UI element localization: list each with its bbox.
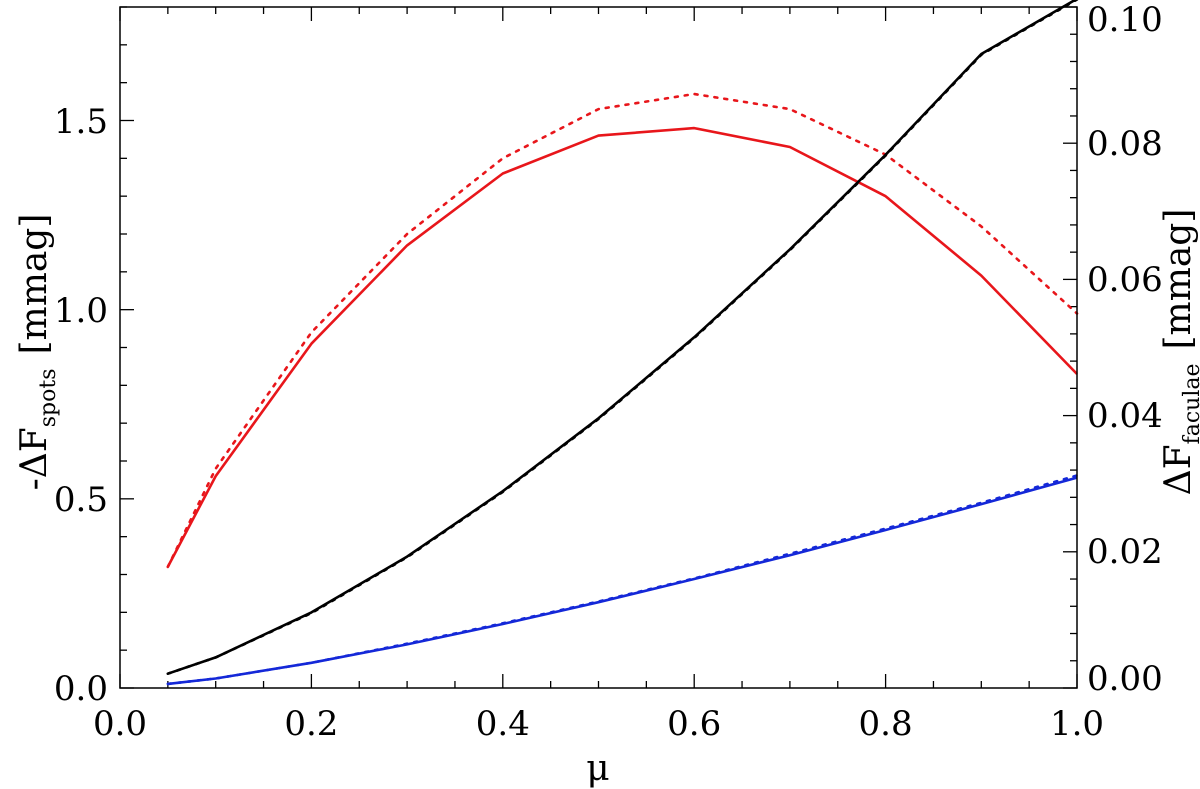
- y-left-axis-title-main: -ΔF: [14, 427, 55, 490]
- y-right-axis-title-main: ΔF: [1158, 444, 1199, 495]
- x-tick-label: 0.4: [476, 704, 530, 744]
- y-right-tick-labels: 0.00 0.02 0.04 0.06 0.08 0.10: [1087, 0, 1163, 699]
- y-right-tick-label: 0.04: [1087, 396, 1163, 436]
- y-left-axis-title-unit: [mmag]: [14, 214, 55, 355]
- y-left-tick-label: 1.0: [54, 291, 108, 331]
- series-line-5-dotted: [166, 474, 1079, 686]
- y-left-tick-label: 0.5: [54, 480, 108, 520]
- x-tick-label: 0.6: [667, 704, 721, 744]
- series-line-1-dotted: [166, 92, 1079, 569]
- series-line-3-dotted: [166, 0, 1079, 676]
- series-line-0-solid: [166, 126, 1078, 568]
- y-right-tick-label: 0.10: [1087, 0, 1163, 40]
- y-right-tick-label: 0.02: [1087, 532, 1163, 572]
- series-layer: [166, 0, 1079, 686]
- x-tick-labels: 0.0 0.2 0.4 0.6 0.8 1.0: [93, 704, 1104, 744]
- y-right-axis-title: ΔFfaculae [mmag]: [1158, 209, 1200, 496]
- y-left-tick-label: 1.5: [54, 102, 108, 142]
- x-tick-label: 1.0: [1050, 704, 1104, 744]
- y-left-axis-title: -ΔFspots [mmag]: [14, 214, 61, 491]
- x-tick-label: 0.2: [284, 704, 338, 744]
- y-right-tick-label: 0.08: [1087, 124, 1163, 164]
- y-right-tick-label: 0.00: [1087, 659, 1163, 699]
- series-line-2-solid: [167, 0, 1078, 675]
- y-left-tick-label: 0.0: [54, 669, 108, 709]
- y-right-axis-title-unit: [mmag]: [1158, 209, 1199, 350]
- plot-frame: [119, 6, 1078, 689]
- series-line-4-solid: [167, 476, 1078, 686]
- y-right-tick-label: 0.06: [1087, 260, 1163, 300]
- x-tick-label: 0.0: [93, 704, 147, 744]
- y-right-axis-title-sub: faculae: [1180, 363, 1200, 444]
- y-left-tick-labels: 0.0 0.5 1.0 1.5: [54, 102, 108, 709]
- y-left-axis-title-sub: spots: [36, 368, 61, 427]
- x-axis-title: μ: [586, 748, 609, 789]
- x-tick-label: 0.8: [859, 704, 913, 744]
